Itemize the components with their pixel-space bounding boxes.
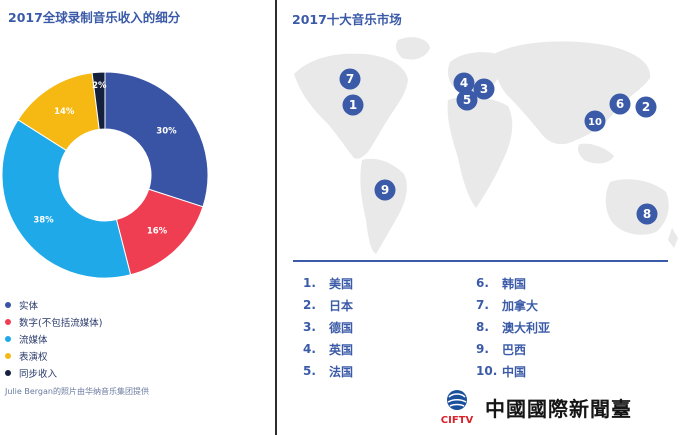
legend-label: 数字(不包括流媒体) (19, 317, 103, 329)
panel-divider (275, 0, 277, 435)
legend-item-4: 同步收入 (5, 364, 102, 381)
world-map: 7 1 4 35 6 2 10 9 8 (294, 37, 678, 254)
legend-item-2: 流媒体 (5, 330, 102, 347)
ranking-item: 10. 中国 (476, 364, 527, 379)
south-america-landmass (360, 158, 407, 254)
pie-slice-2 (1, 119, 132, 279)
map-marker-label-2: 2 (642, 100, 650, 114)
ranking-item: 7. 加拿大 (476, 298, 539, 313)
ranking-item: 5. 法国 (303, 364, 354, 379)
legend-swatch (5, 318, 11, 325)
svg-text:CIFTV: CIFTV (441, 415, 474, 426)
map-marker-2 (635, 96, 657, 118)
cifTV-emblem: CIFTV (437, 387, 477, 427)
map-marker-label-7: 7 (346, 72, 354, 86)
southeast-asia-islands (577, 143, 614, 164)
map-marker-5 (456, 89, 478, 111)
ranking-item: 8. 澳大利亚 (476, 320, 551, 335)
ranking-item: 4. 英国 (303, 342, 354, 357)
legend-swatch (5, 369, 11, 376)
pie-slice-4 (91, 71, 106, 130)
map-marker-1 (342, 94, 364, 116)
chart-title: 2017全球录制音乐收入的细分 (8, 10, 181, 25)
continents (294, 37, 678, 254)
map-marker-label-8: 8 (643, 207, 651, 221)
pie-slice-0 (104, 71, 209, 208)
ranking-item: 9. 巴西 (476, 342, 527, 357)
africa-landmass (447, 96, 513, 208)
legend-item-3: 表演权 (5, 347, 102, 364)
map-marker-label-1: 1 (349, 98, 357, 112)
ranking-item: 6. 韩国 (476, 276, 527, 291)
map-marker-label-3: 3 (480, 82, 488, 96)
slice-label-1: 16% (147, 226, 168, 236)
map-title: 2017十大音乐市场 (292, 12, 402, 27)
cifTV-logo: CIFTV 中國國際新聞臺 (437, 387, 632, 427)
australia-landmass (605, 179, 669, 235)
asia-landmass (494, 41, 651, 145)
greenland-landmass (395, 37, 430, 60)
map-marker-7 (339, 68, 361, 90)
map-marker-4 (453, 72, 475, 94)
map-marker-10 (584, 110, 606, 132)
ranking-item: 3. 德国 (303, 320, 354, 335)
legend-item-0: 实体 (5, 296, 102, 313)
map-marker-label-9: 9 (381, 183, 389, 197)
slice-label-0: 30% (156, 126, 177, 136)
legend-swatch (5, 301, 11, 308)
slice-label-3: 14% (54, 107, 75, 117)
globe-icon: CIFTV (441, 390, 474, 426)
map-marker-label-6: 6 (616, 97, 624, 111)
legend-label: 同步收入 (19, 368, 58, 380)
map-marker-3 (473, 78, 495, 100)
map-marker-6 (609, 93, 631, 115)
ranking-list-right: 6. 韩国 7. 加拿大 8. 澳大利亚 9. 巴西 10. 中国 (476, 272, 550, 382)
donut-chart: 30% 16% 38% 14% 2% (1, 71, 209, 279)
slice-label-2: 38% (33, 216, 54, 226)
legend-label: 实体 (19, 300, 39, 312)
map-marker-8 (636, 203, 658, 225)
legend-swatch (5, 335, 11, 342)
ranking-list-left: 1. 美国 2. 日本 3. 德国 4. 英国 5. 法国 (303, 272, 353, 382)
legend-item-1: 数字(不包括流媒体) (5, 313, 102, 330)
legend-label: 表演权 (19, 351, 48, 363)
map-marker-label-4: 4 (460, 76, 468, 90)
chart-legend: 实体数字(不包括流媒体) 流媒体表演权同步收入 (5, 296, 102, 381)
legend-swatch (5, 352, 11, 359)
map-marker-label-10: 10 (588, 117, 602, 128)
market-markers: 7 1 4 35 6 2 10 9 8 (339, 68, 658, 225)
map-marker-label-5: 5 (463, 93, 471, 107)
list-divider (293, 260, 668, 262)
channel-name: 中國國際新聞臺 (485, 396, 632, 421)
slice-label-4: 2% (92, 81, 107, 91)
map-marker-9 (374, 179, 396, 201)
photo-credit: Julie Bergan的照片由华纳音乐集团提供 (5, 387, 149, 396)
legend-label: 流媒体 (19, 334, 48, 346)
new-zealand-landmass (668, 228, 678, 248)
ranking-item: 2. 日本 (303, 298, 354, 313)
ranking-item: 1. 美国 (303, 276, 354, 291)
